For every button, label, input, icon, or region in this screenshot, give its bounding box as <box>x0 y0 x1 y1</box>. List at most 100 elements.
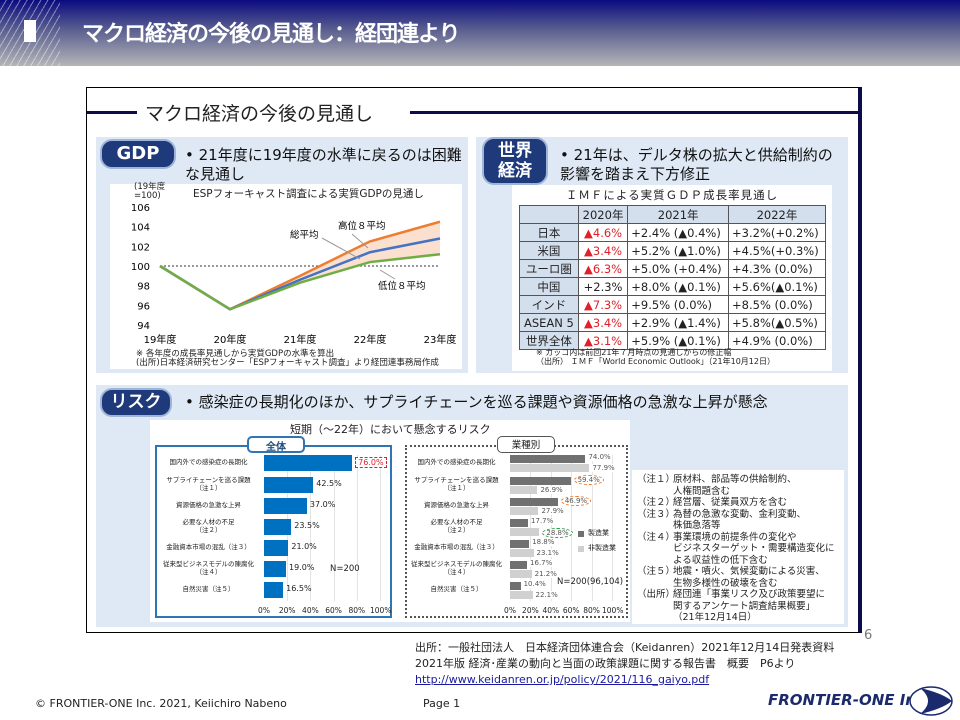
bar <box>264 519 292 535</box>
industry-chart-tab: 業種別 <box>497 436 555 453</box>
data-label: 22.1% <box>535 591 558 599</box>
imf-notes: ※ カッコ内は前回21年７月時点の見通しからの修正幅 （出所） ＩＭＦ「World… <box>536 348 775 366</box>
data-label: 27.9% <box>541 507 564 515</box>
x-tick: 20% <box>278 606 296 615</box>
gdp-y-tick: 100 <box>131 262 150 273</box>
bar <box>510 540 530 548</box>
gridline <box>591 455 593 601</box>
gridline <box>612 455 613 601</box>
gdp-y-tick: 96 <box>137 301 150 312</box>
bar <box>510 464 590 472</box>
note-text: 地震・噴火、気候変動による災害、 生物多様性の破壊を含む <box>673 566 825 589</box>
data-label: 59.4% <box>573 475 604 485</box>
gdp-chart-area <box>110 184 462 369</box>
gdp-bullet-text: 21年度に19年度の水準に戻るのは困難な見通し <box>185 146 462 183</box>
bar <box>510 549 534 557</box>
gdp-y-tick: 98 <box>137 282 150 293</box>
data-label: 23.1% <box>536 549 559 557</box>
note-key: （注２） <box>637 497 676 508</box>
note-item: （注３） 為替の急激な変動、金利変動、 株価急落等 <box>637 509 835 532</box>
n-label: N=200(96,104) <box>557 577 624 587</box>
data-label: 42.5% <box>316 479 342 488</box>
table-cell: ▲3.4% <box>577 241 629 260</box>
legend-swatch <box>578 531 584 537</box>
bar <box>510 528 540 536</box>
gdp-badge: GDP <box>100 139 176 169</box>
category-label: 資源価格の急激な上昇 <box>424 501 489 509</box>
logo-text: FRONTIER-ONE Inc. <box>768 691 931 709</box>
source-block: 出所：一般社団法人 日本経済団体連合会（Keidanren）2021年12月14… <box>415 640 834 688</box>
bar <box>264 477 314 493</box>
legend-label: 製造業 <box>588 529 609 537</box>
x-tick: 40% <box>542 606 560 615</box>
bar <box>510 519 529 527</box>
gdp-range-band <box>160 221 440 310</box>
category-label: 自然災害（注５） <box>430 585 483 593</box>
table-cell: +4.3% (0.0%) <box>728 259 826 278</box>
header-band: マクロ経済の今後の見通し：経団連より <box>0 0 960 66</box>
x-tick: 80% <box>583 606 600 615</box>
gdp-series-label: 総平均 <box>290 229 319 241</box>
data-label: 16.7% <box>530 559 553 567</box>
table-header: 2020年 <box>577 205 629 224</box>
bar <box>510 486 538 494</box>
table-cell: 日本 <box>519 223 579 242</box>
gdp-x-tick: 19年度 <box>144 333 177 346</box>
table-cell: +3.2%(+0.2%) <box>728 223 826 242</box>
world-badge-line: 経済 <box>498 161 532 181</box>
world-bullet: • 21年は、デルタ株の拡大と供給制約の影響を踏まえ下方修正 <box>560 146 833 183</box>
risk-notes: （注１） 原材料、部品等の供給制約、 人権問題含む （注２） 経営層、従業員双方を含む… <box>637 474 835 624</box>
bar <box>264 561 287 577</box>
table-cell: +5.6%(▲0.1%) <box>728 277 826 296</box>
table-row: ASEAN 5 ▲3.4% +2.9% (▲1.4%) +5.8%(▲0.5%) <box>519 313 826 332</box>
source-line: 2021年版 経済･産業の動向と当面の政策課題に関する報告書 概要 P6より <box>415 657 796 670</box>
category-label: 資源価格の急激な上昇 <box>176 501 241 509</box>
bar <box>510 582 521 590</box>
note-key: （注１） <box>637 474 676 485</box>
table-cell: 世界全体 <box>519 331 579 350</box>
x-tick: 60% <box>562 606 580 615</box>
bar <box>264 455 353 471</box>
source-link[interactable]: http://www.keidanren.or.jp/policy/2021/1… <box>415 673 710 686</box>
table-row: 中国 +2.3% +8.0% (▲0.1%) +5.6%(▲0.1%) <box>519 277 826 296</box>
note-text: 経団連「事業リスク及び政策要望に 関するアンケート調査結果概要」 （21年12月… <box>673 589 826 623</box>
x-tick: 80% <box>348 606 366 615</box>
data-label: 19.0% <box>289 563 315 572</box>
slide-frame <box>86 87 862 633</box>
category-label: 従来型ビジネスモデルの陳腐化 （注４） <box>163 560 254 576</box>
table-row: 日本 ▲4.6% +2.4% (▲0.4%) +3.2%(+0.2%) <box>519 223 826 242</box>
table-row: 世界全体 ▲3.1% +5.9% (▲0.1%) +4.9% (0.0%) <box>519 331 826 350</box>
data-label: 18.8% <box>532 538 555 546</box>
gdp-x-tick: 20年度 <box>214 333 247 346</box>
x-tick: 100% <box>602 606 624 615</box>
data-label: 17.7% <box>531 517 554 525</box>
category-label: 金融資本市場の混乱（注３） <box>166 543 251 551</box>
data-label: 21.0% <box>291 542 317 551</box>
table-header <box>519 205 579 224</box>
legend-label: 非製造業 <box>588 544 616 552</box>
gridline <box>310 455 312 601</box>
source-line: 出所：一般社団法人 日本経済団体連合会（Keidanren）2021年12月14… <box>415 641 835 654</box>
bar <box>510 570 532 578</box>
table-row: 米国 ▲3.4% +5.2% (▲1.0%) +4.5%(+0.3%) <box>519 241 826 260</box>
gdp-y-tick: 106 <box>131 203 150 214</box>
gdp-y-tick: 94 <box>137 321 150 332</box>
table-cell: ▲3.1% <box>577 331 629 350</box>
data-label: 37.0% <box>309 500 336 509</box>
risk-badge: リスク <box>100 388 172 417</box>
imf-note: ※ カッコ内は前回21年７月時点の見通しからの修正幅 <box>536 348 732 357</box>
data-label: 46.9% <box>560 496 592 506</box>
copyright: © FRONTIER-ONE Inc. 2021, Keiichiro Nabe… <box>35 697 287 710</box>
note-text: 事業環境の前提条件の変化や ビジネスターゲット・需要構造変化に よる収益性の低下… <box>673 531 835 566</box>
x-tick: 40% <box>302 606 319 615</box>
table-cell: +8.5% (0.0%) <box>728 295 826 314</box>
bar <box>264 540 289 556</box>
risk-bullet-text: 感染症の長期化のほか、サプライチェーンを巡る課題や資源価格の急激な上昇が懸念 <box>198 393 768 411</box>
gridline <box>380 455 381 601</box>
world-badge: 世界 経済 <box>482 137 548 185</box>
gdp-chart-title: ESPフォーキャスト調査による実質GDPの見通し <box>193 188 424 200</box>
note-text: 原材料、部品等の供給制約、 人権問題含む <box>673 474 797 497</box>
logo-icon <box>909 686 953 716</box>
bar <box>264 582 284 598</box>
x-tick: 0% <box>258 606 270 615</box>
